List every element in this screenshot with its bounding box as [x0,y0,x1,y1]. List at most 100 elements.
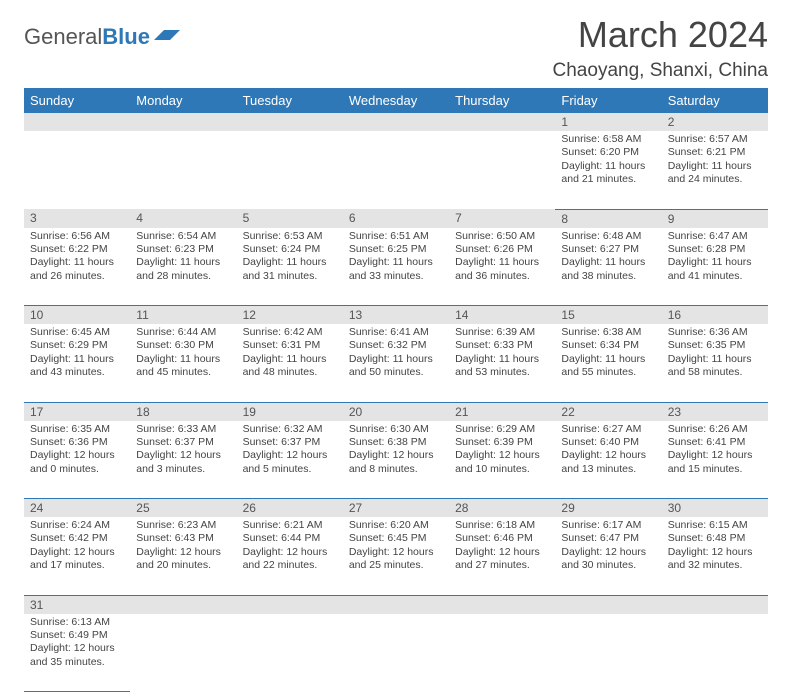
day-cell: Sunrise: 6:53 AMSunset: 6:24 PMDaylight:… [237,228,343,288]
day-cell: Sunrise: 6:39 AMSunset: 6:33 PMDaylight:… [449,324,555,384]
daylight-text: Daylight: 11 hours and 55 minutes. [561,353,655,380]
logo-text-1: General [24,24,102,50]
day-number: 14 [449,306,555,324]
day-cell: Sunrise: 6:45 AMSunset: 6:29 PMDaylight:… [24,324,130,384]
day-number: 18 [130,403,236,421]
daylight-text: Daylight: 11 hours and 26 minutes. [30,256,124,283]
sunset-text: Sunset: 6:48 PM [668,532,762,545]
day-cell: Sunrise: 6:57 AMSunset: 6:21 PMDaylight:… [662,131,768,191]
day-cell: Sunrise: 6:38 AMSunset: 6:34 PMDaylight:… [555,324,661,384]
daylight-text: Daylight: 11 hours and 58 minutes. [668,353,762,380]
day-number: 12 [237,306,343,324]
day-number: 9 [662,210,768,228]
weekday-header: Saturday [662,88,768,113]
day-number: 24 [24,499,130,517]
day-cell: Sunrise: 6:13 AMSunset: 6:49 PMDaylight:… [24,614,130,674]
sunrise-text: Sunrise: 6:15 AM [668,519,762,532]
day-cell: Sunrise: 6:47 AMSunset: 6:28 PMDaylight:… [662,228,768,288]
sunrise-text: Sunrise: 6:50 AM [455,230,549,243]
day-number: 22 [555,403,661,421]
day-number: 25 [130,499,236,517]
sunrise-text: Sunrise: 6:48 AM [561,230,655,243]
day-cell: Sunrise: 6:51 AMSunset: 6:25 PMDaylight:… [343,228,449,288]
daylight-text: Daylight: 11 hours and 33 minutes. [349,256,443,283]
sunset-text: Sunset: 6:42 PM [30,532,124,545]
weekday-header: Sunday [24,88,130,113]
weekday-header: Monday [130,88,236,113]
daylight-text: Daylight: 11 hours and 24 minutes. [668,160,762,187]
sunrise-text: Sunrise: 6:36 AM [668,326,762,339]
sunrise-text: Sunrise: 6:57 AM [668,133,762,146]
sunrise-text: Sunrise: 6:27 AM [561,423,655,436]
sunrise-text: Sunrise: 6:33 AM [136,423,230,436]
day-number: 7 [449,209,555,227]
day-number: 6 [343,209,449,227]
sunset-text: Sunset: 6:41 PM [668,436,762,449]
daylight-text: Daylight: 12 hours and 0 minutes. [30,449,124,476]
sunset-text: Sunset: 6:29 PM [30,339,124,352]
weekday-header: Thursday [449,88,555,113]
sunset-text: Sunset: 6:43 PM [136,532,230,545]
sunrise-text: Sunrise: 6:24 AM [30,519,124,532]
sunrise-text: Sunrise: 6:26 AM [668,423,762,436]
sunset-text: Sunset: 6:23 PM [136,243,230,256]
daylight-text: Daylight: 12 hours and 25 minutes. [349,546,443,573]
sunrise-text: Sunrise: 6:23 AM [136,519,230,532]
sunset-text: Sunset: 6:31 PM [243,339,337,352]
day-number: 26 [237,499,343,517]
sunrise-text: Sunrise: 6:35 AM [30,423,124,436]
sunset-text: Sunset: 6:26 PM [455,243,549,256]
day-cell: Sunrise: 6:48 AMSunset: 6:27 PMDaylight:… [555,228,661,288]
day-number: 11 [130,306,236,324]
day-cell: Sunrise: 6:15 AMSunset: 6:48 PMDaylight:… [662,517,768,577]
logo: GeneralBlue [24,24,180,50]
day-cell: Sunrise: 6:33 AMSunset: 6:37 PMDaylight:… [130,421,236,481]
sunrise-text: Sunrise: 6:20 AM [349,519,443,532]
daylight-text: Daylight: 12 hours and 8 minutes. [349,449,443,476]
logo-text-2: Blue [102,24,150,50]
sunset-text: Sunset: 6:30 PM [136,339,230,352]
day-number: 1 [555,113,661,131]
day-number: 10 [24,306,130,324]
day-cell: Sunrise: 6:23 AMSunset: 6:43 PMDaylight:… [130,517,236,577]
sunset-text: Sunset: 6:28 PM [668,243,762,256]
calendar-body: 12 Sunrise: 6:58 AMSunset: 6:20 PMDayligh… [24,113,768,692]
day-number: 5 [237,209,343,227]
day-cell: Sunrise: 6:17 AMSunset: 6:47 PMDaylight:… [555,517,661,577]
day-number: 17 [24,403,130,421]
day-number: 30 [662,499,768,517]
sunrise-text: Sunrise: 6:32 AM [243,423,337,436]
daylight-text: Daylight: 11 hours and 43 minutes. [30,353,124,380]
daylight-text: Daylight: 11 hours and 50 minutes. [349,353,443,380]
sunset-text: Sunset: 6:39 PM [455,436,549,449]
daylight-text: Daylight: 12 hours and 3 minutes. [136,449,230,476]
daylight-text: Daylight: 12 hours and 13 minutes. [561,449,655,476]
sunset-text: Sunset: 6:27 PM [561,243,655,256]
day-cell: Sunrise: 6:18 AMSunset: 6:46 PMDaylight:… [449,517,555,577]
sunrise-text: Sunrise: 6:13 AM [30,616,124,629]
day-number: 3 [24,209,130,227]
day-cell: Sunrise: 6:32 AMSunset: 6:37 PMDaylight:… [237,421,343,481]
day-cell: Sunrise: 6:24 AMSunset: 6:42 PMDaylight:… [24,517,130,577]
day-number: 15 [555,306,661,324]
day-cell: Sunrise: 6:58 AMSunset: 6:20 PMDaylight:… [555,131,661,191]
daylight-text: Daylight: 11 hours and 48 minutes. [243,353,337,380]
sunrise-text: Sunrise: 6:56 AM [30,230,124,243]
location: Chaoyang, Shanxi, China [553,60,768,82]
daylight-text: Daylight: 12 hours and 20 minutes. [136,546,230,573]
day-number: 28 [449,499,555,517]
sunrise-text: Sunrise: 6:47 AM [668,230,762,243]
sunrise-text: Sunrise: 6:30 AM [349,423,443,436]
day-cell: Sunrise: 6:41 AMSunset: 6:32 PMDaylight:… [343,324,449,384]
sunset-text: Sunset: 6:20 PM [561,146,655,159]
sunrise-text: Sunrise: 6:51 AM [349,230,443,243]
day-cell: Sunrise: 6:36 AMSunset: 6:35 PMDaylight:… [662,324,768,384]
calendar-head: SundayMondayTuesdayWednesdayThursdayFrid… [24,88,768,113]
day-number: 23 [662,403,768,421]
sunrise-text: Sunrise: 6:18 AM [455,519,549,532]
day-number: 16 [662,306,768,324]
sunrise-text: Sunrise: 6:53 AM [243,230,337,243]
day-number: 21 [449,403,555,421]
sunset-text: Sunset: 6:49 PM [30,629,124,642]
daylight-text: Daylight: 12 hours and 30 minutes. [561,546,655,573]
